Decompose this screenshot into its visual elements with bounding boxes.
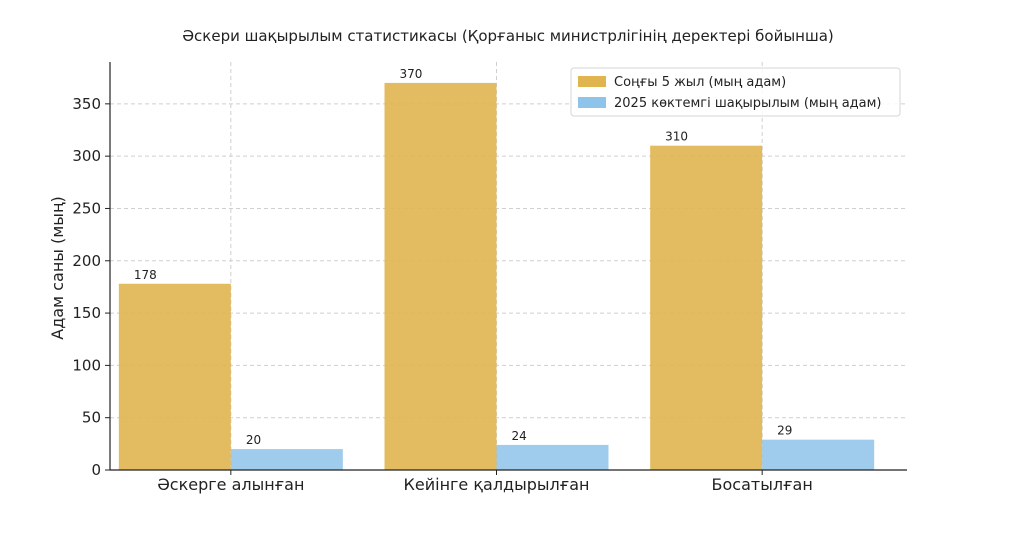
y-tick-label: 250: [72, 199, 101, 217]
bars: 178 370 310 20 24 29: [118, 67, 875, 470]
chart-title: Әскери шақырылым статистикасы (Қорғаныс …: [182, 27, 834, 45]
data-label: 178: [134, 268, 157, 282]
y-tick-label: 200: [72, 252, 101, 270]
y-axis-label: Адам саны (мың): [48, 196, 67, 340]
y-tick-label: 300: [72, 147, 101, 165]
legend-swatch: [578, 97, 606, 108]
bar: [118, 283, 231, 470]
y-tick-label: 0: [91, 461, 101, 479]
legend: Соңғы 5 жыл (мың адам) 2025 көктемгі шақы…: [570, 67, 901, 117]
x-tick-label: Кейінге қалдырылған: [404, 475, 590, 494]
legend-entry: Соңғы 5 жыл (мың адам): [614, 75, 786, 90]
bar: [650, 145, 763, 470]
x-tick-label: Босатылған: [712, 475, 813, 494]
bar: [230, 449, 343, 470]
legend-swatch: [578, 76, 606, 87]
y-tick-label: 350: [72, 95, 101, 113]
bar: [384, 82, 497, 470]
bar: [762, 439, 875, 470]
data-label: 24: [512, 429, 527, 443]
bar: [496, 444, 609, 470]
y-tick-label: 100: [72, 356, 101, 374]
data-label: 20: [246, 433, 261, 447]
data-label: 310: [665, 130, 688, 144]
axes: 0 50 100 150 200 250 300 350 Әскерге алынған Кейі…: [72, 62, 907, 494]
data-label: 29: [777, 424, 792, 438]
y-tick-label: 50: [82, 409, 101, 427]
data-label: 370: [400, 67, 423, 81]
legend-entry: 2025 көктемгі шақырылым (мың адам): [614, 96, 882, 111]
y-tick-label: 150: [72, 304, 101, 322]
x-tick-label: Әскерге алынған: [157, 475, 304, 494]
legend-box: [570, 67, 901, 117]
